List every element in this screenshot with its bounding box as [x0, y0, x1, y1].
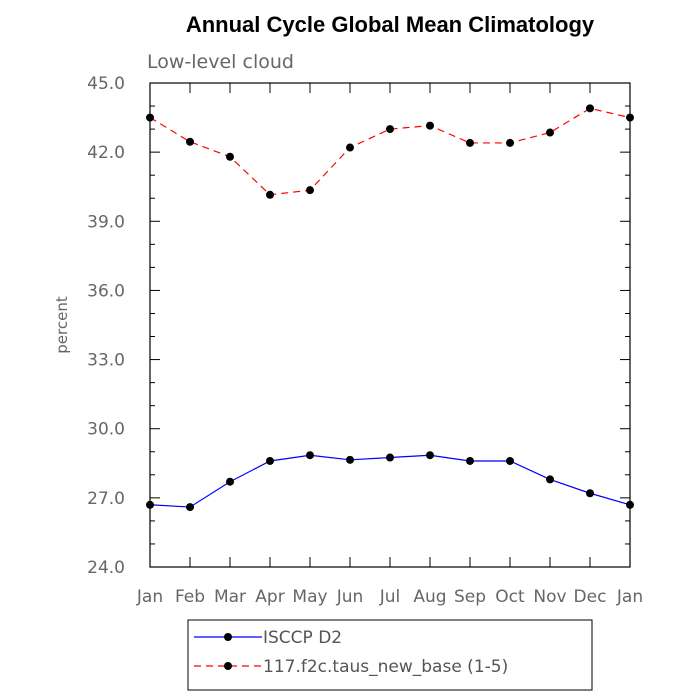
y-tick-label: 36.0	[87, 281, 125, 301]
series-0-point	[626, 500, 634, 509]
x-tick-label: Oct	[495, 587, 525, 607]
plot-frame	[149, 82, 631, 568]
series-1-point	[346, 143, 354, 152]
x-tick-label: Dec	[574, 587, 607, 607]
series-0-point	[346, 455, 354, 464]
x-tick-label: Nov	[533, 587, 566, 607]
x-tick-label: Jan	[136, 587, 163, 607]
series-1-point	[626, 113, 634, 122]
series-layer	[146, 104, 634, 512]
series-0-point	[426, 451, 434, 460]
x-tick-label: Jun	[336, 587, 364, 607]
x-tick-label: Mar	[214, 587, 246, 607]
y-tick-label: 27.0	[87, 489, 125, 509]
x-tick-label: Jan	[616, 587, 643, 607]
legend-swatch-marker	[224, 633, 232, 641]
series-0-point	[546, 475, 554, 484]
series-1-point	[546, 128, 554, 137]
x-tick-label: Aug	[413, 587, 446, 607]
y-tick-label: 24.0	[87, 558, 125, 578]
series-0-point	[266, 456, 274, 465]
series-1-point	[466, 138, 474, 147]
series-1-point	[306, 186, 314, 195]
series-1-point	[266, 190, 274, 199]
series-1-point	[386, 125, 394, 134]
series-1-point	[226, 152, 234, 161]
series-1-point	[186, 137, 194, 146]
series-0-point	[386, 453, 394, 462]
chart-subtitle: Low-level cloud	[147, 51, 294, 73]
legend: ISCCP D2 117.f2c.taus_new_base (1-5)	[187, 619, 593, 691]
legend-label: ISCCP D2	[263, 628, 342, 648]
y-tick-label: 39.0	[87, 212, 125, 232]
series-1-point	[586, 104, 594, 113]
x-tick-label: Jul	[379, 587, 401, 607]
chart-title: Annual Cycle Global Mean Climatology	[186, 12, 595, 37]
series-1-point	[426, 121, 434, 130]
y-tick-label: 45.0	[87, 74, 125, 94]
series-line-0	[149, 454, 631, 508]
series-1-point	[506, 138, 514, 147]
y-tick-label: 33.0	[87, 351, 125, 371]
x-tick-label: Apr	[255, 587, 284, 607]
series-line-1	[149, 107, 631, 196]
y-axis-ticks: 24.0 27.0 30.0 33.0 36.0 39.0 42.0 45.0	[87, 74, 630, 578]
legend-label: 117.f2c.taus_new_base (1-5)	[263, 657, 508, 677]
x-tick-label: Sep	[454, 587, 486, 607]
series-0-point	[466, 456, 474, 465]
series-0-point	[506, 456, 514, 465]
x-axis-ticks: Jan Feb Mar Apr May Jun Jul Aug Sep Oct Nov Dec Jan	[136, 83, 643, 607]
series-0-point	[586, 489, 594, 498]
legend-box	[187, 619, 593, 691]
series-1-point	[146, 113, 154, 122]
legend-swatch-marker	[224, 662, 232, 670]
y-tick-label: 30.0	[87, 420, 125, 440]
series-0-point	[146, 500, 154, 509]
y-tick-label: 42.0	[87, 143, 125, 163]
series-0-point	[186, 503, 194, 512]
series-0-point	[226, 477, 234, 486]
x-tick-label: Feb	[175, 587, 205, 607]
series-0-point	[306, 451, 314, 460]
y-axis-label: percent	[53, 296, 71, 354]
x-tick-label: May	[292, 587, 327, 607]
